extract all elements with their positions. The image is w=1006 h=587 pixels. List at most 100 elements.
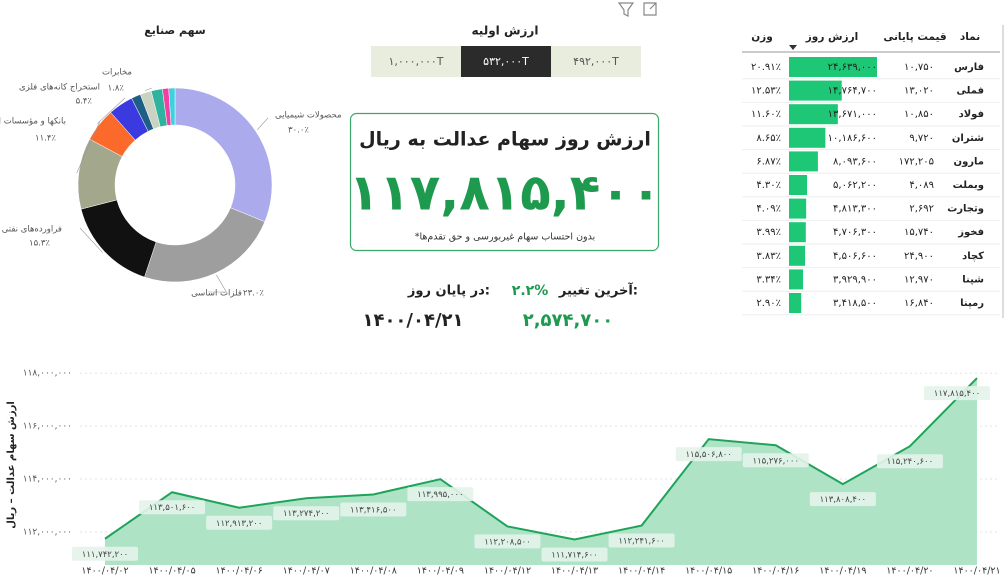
column-header[interactable]: ارزش روز	[805, 31, 858, 43]
leader-line	[79, 227, 103, 253]
price-cell: ۱۷۲,۲۰۵	[899, 156, 934, 167]
x-tick-label: ۱۴۰۰/۰۴/۱۳	[551, 566, 598, 577]
slice-value-label: ۵.۴٪	[76, 97, 93, 107]
slice-value-label: ۲۳.۰٪	[243, 289, 264, 299]
data-label: ۱۱۳,۵۰۱,۶۰۰	[149, 503, 196, 513]
weight-cell: ۳.۹۹٪	[756, 227, 781, 238]
slice-label: فلزات اساسی	[191, 289, 242, 299]
symbol-cell: شتران	[952, 133, 984, 144]
value-option-label[interactable]: ۵۳۲,۰۰۰T	[483, 55, 529, 68]
data-label: ۱۱۳,۴۱۶,۵۰۰	[350, 505, 397, 515]
price-cell: ۱۵,۷۴۰	[904, 227, 934, 238]
x-tick-label: ۱۴۰۰/۰۴/۰۶	[216, 566, 263, 577]
data-label: ۱۱۳,۹۹۵,۰۰۰	[417, 490, 464, 500]
data-label: ۱۱۱,۷۴۲,۲۰۰	[82, 550, 129, 560]
selector-title: ارزش اولیه	[472, 24, 539, 39]
pie-slice	[168, 87, 176, 126]
value-bar	[789, 104, 838, 125]
value-cell: ۴,۸۱۳,۳۰۰	[833, 204, 877, 215]
value-cell: ۱۳,۶۷۱,۰۰۰	[828, 109, 877, 120]
x-tick-label: ۱۴۰۰/۰۴/۱۹	[819, 566, 866, 577]
value-cell: ۸,۰۹۳,۶۰۰	[833, 156, 877, 167]
data-label: ۱۱۱,۷۱۴,۶۰۰	[551, 550, 598, 560]
slice-value-label: ۱.۸٪	[108, 84, 125, 94]
value-bar	[789, 80, 842, 101]
price-cell: ۲۴,۹۰۰	[904, 251, 934, 262]
value-selector: ۱,۰۰۰,۰۰۰T ۵۳۲,۰۰۰T ۴۹۲,۰۰۰T	[371, 46, 641, 77]
data-label-bg	[139, 500, 206, 515]
price-cell: ۹,۷۲۰	[909, 133, 934, 144]
data-label-bg	[742, 453, 809, 468]
slice-value-label: ۱۵.۳٪	[29, 239, 50, 249]
focus-icon[interactable]	[643, 2, 657, 16]
value-cell: ۲۴,۶۳۹,۰۰۰	[828, 62, 877, 73]
value-option[interactable]	[551, 46, 641, 77]
symbol-cell: فملی	[957, 86, 984, 97]
x-tick-label: ۱۴۰۰/۰۴/۲۰	[886, 566, 933, 577]
slice-label: مخابرات	[102, 68, 132, 78]
value-option-label[interactable]: ۴۹۲,۰۰۰T	[573, 55, 619, 68]
column-header[interactable]: نماد	[960, 31, 980, 43]
leader-line	[76, 120, 101, 174]
symbol-cell: شپنا	[962, 274, 984, 285]
card-note: *بدون احتساب سهام غیربورسی و حق تقدم‌ها	[415, 232, 596, 243]
value-cell: ۳,۹۲۹,۹۰۰	[833, 274, 877, 285]
price-cell: ۲,۶۹۲	[909, 204, 934, 215]
data-label: ۱۱۳,۲۷۴,۲۰۰	[283, 509, 330, 519]
data-label: ۱۱۵,۵۰۶,۸۰۰	[685, 450, 732, 460]
slice-label: بانکها و مؤسسات ا	[0, 117, 66, 127]
data-label: ۱۱۷,۸۱۵,۴۰۰	[934, 389, 981, 399]
slice-label: استخراج کانه‌های فلزی	[19, 83, 100, 93]
leader-line	[256, 117, 269, 131]
leader-line	[144, 87, 153, 91]
value-bar	[789, 57, 877, 77]
symbol-cell: فارس	[954, 62, 984, 73]
x-tick-label: ۱۴۰۰/۰۴/۰۸	[350, 566, 397, 577]
holdings-table: نماد قیمت پایانی ارزش روز وزن فارس ۱۰,۷۵۰ ۲۴,۶…	[742, 31, 1000, 316]
card-title: ارزش روز سهام عدالت به ریال	[359, 129, 651, 151]
value-option-label[interactable]: ۱,۰۰۰,۰۰۰T	[388, 55, 443, 68]
symbol-cell: مارون	[954, 156, 984, 167]
area-line	[104, 377, 978, 541]
sort-indicator[interactable]	[789, 45, 797, 50]
area-fill	[105, 378, 977, 565]
slice-value-label: ۳۰.۰٪	[288, 126, 309, 136]
area-chart: ۱۱۲,۰۰۰,۰۰۰ ۱۱۴,۰۰۰,۰۰۰ ۱۱۶,۰۰۰,۰۰۰ ۱۱۸,۰۰۰…	[6, 369, 1001, 577]
x-tick-label: ۱۴۰۰/۰۴/۰۹	[417, 566, 464, 577]
leader-line	[208, 274, 227, 293]
value-cell: ۴,۵۰۶,۶۰۰	[833, 251, 877, 262]
x-tick-label: ۱۴۰۰/۰۴/۰۵	[148, 566, 195, 577]
data-label-bg	[72, 546, 138, 561]
x-tick-label: ۱۴۰۰/۰۴/۰۷	[283, 566, 330, 577]
price-cell: ۱۳,۰۲۰	[904, 86, 934, 97]
price-cell: ۱۰,۷۵۰	[904, 62, 934, 73]
value-option[interactable]	[371, 46, 461, 77]
weight-cell: ۳.۳۴٪	[756, 274, 781, 285]
slice-label: محصولات شیمیایی	[275, 111, 342, 121]
change-amount: ۲,۵۷۴,۷۰۰	[523, 310, 614, 331]
slice-value-label: ۱۱.۴٪	[35, 134, 56, 144]
filter-icon[interactable]	[617, 2, 635, 17]
value-bar	[789, 269, 804, 290]
value-bar	[789, 222, 806, 243]
data-label-bg	[474, 534, 541, 549]
value-option[interactable]	[461, 46, 551, 77]
value-bar	[789, 293, 802, 313]
weight-cell: ۳.۸۳٪	[756, 251, 781, 262]
symbol-cell: فولاد	[959, 109, 984, 120]
value-bar	[789, 175, 808, 195]
column-header[interactable]: وزن	[751, 31, 773, 43]
change-percent: ۲.۲%	[512, 283, 548, 299]
price-cell: ۴,۰۸۹	[909, 180, 934, 191]
pie-slice	[80, 199, 157, 278]
y-tick-label: ۱۱۸,۰۰۰,۰۰۰	[23, 369, 72, 379]
data-label-bg	[924, 386, 990, 401]
y-tick-label: ۱۱۴,۰۰۰,۰۰۰	[23, 475, 72, 485]
data-label: ۱۱۵,۲۴۰,۶۰۰	[887, 457, 934, 467]
column-header[interactable]: قیمت پایانی	[883, 31, 946, 43]
weight-cell: ۴.۳۰٪	[756, 180, 781, 191]
weight-cell: ۱۲.۵۳٪	[751, 86, 781, 97]
price-cell: ۱۶,۸۴۰	[904, 298, 934, 309]
